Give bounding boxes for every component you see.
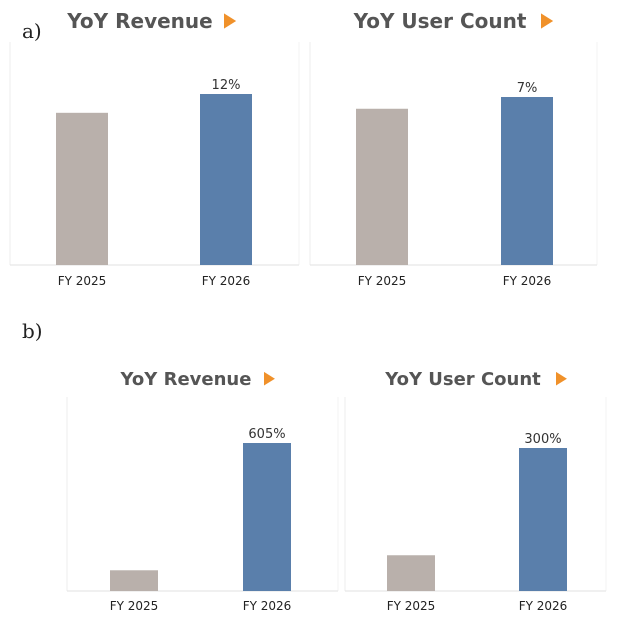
panel-a-chart-1: YoY Revenue FY 2025 12% FY 2026 [9, 9, 300, 288]
panel-a-chart-1-bar-2 [200, 94, 252, 265]
panel-b-chart-2-bar-1 [387, 555, 435, 591]
panel-b-chart-1-tick-label-1: FY 2025 [110, 599, 159, 613]
panel-a-chart-2-data-label-2: 7% [517, 81, 538, 96]
panel-b-chart-2-data-label-2: 300% [524, 432, 561, 447]
panel-b-chart-1: YoY Revenue FY 2025 605% FY 2026 [66, 369, 339, 613]
panel-b-chart-1-title: YoY Revenue [120, 369, 252, 390]
play-arrow-icon [224, 13, 237, 29]
panel-a-chart-1-tick-label-2: FY 2026 [202, 274, 251, 288]
panel-a-chart-2-tick-label-2: FY 2026 [503, 274, 552, 288]
panel-a-chart-1-bar-1 [56, 112, 108, 265]
panel-b-chart-2-tick-label-2: FY 2026 [519, 599, 568, 613]
panel-a-chart-1-tick-label-1: FY 2025 [58, 274, 107, 288]
panel-b-label: b) [22, 319, 43, 343]
panel-a-chart-2-bar-1 [356, 108, 408, 265]
panel-a-label: a) [22, 19, 42, 43]
panel-b-chart-2-bar-2 [519, 448, 567, 591]
panel-b-chart-2: YoY User Count FY 2025 300% FY 2026 [344, 369, 607, 613]
panel-a-chart-1-title: YoY Revenue [66, 9, 212, 33]
panel-b-chart-1-tick-label-2: FY 2026 [243, 599, 292, 613]
play-arrow-icon [556, 371, 567, 386]
panel-a-chart-2-title: YoY User Count [353, 9, 527, 33]
panel-a-chart-2-tick-label-1: FY 2025 [358, 274, 407, 288]
panel-b-chart-1-data-label-2: 605% [248, 427, 285, 442]
play-arrow-icon [541, 13, 554, 29]
panel-a-chart-1-data-label-2: 12% [212, 78, 241, 93]
panel-b-chart-2-tick-label-1: FY 2025 [387, 599, 436, 613]
panel-a-chart-2: YoY User Count FY 2025 7% FY 2026 [309, 9, 598, 288]
panel-b-chart-2-title: YoY User Count [384, 369, 541, 390]
play-arrow-icon [264, 371, 275, 386]
panel-b-chart-1-bar-1 [110, 570, 158, 591]
panel-b-chart-1-bar-2 [243, 443, 291, 591]
panel-a-chart-2-bar-2 [501, 97, 553, 265]
